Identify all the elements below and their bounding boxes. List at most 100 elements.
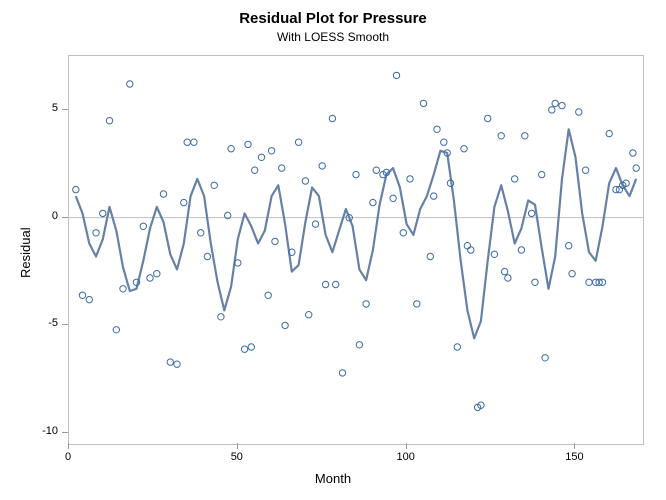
scatter-point xyxy=(258,154,264,160)
scatter-point xyxy=(295,139,301,145)
scatter-point xyxy=(272,238,278,244)
scatter-point xyxy=(427,253,433,259)
scatter-point xyxy=(491,251,497,257)
y-tick-label: 5 xyxy=(28,102,58,114)
scatter-point xyxy=(147,275,153,281)
scatter-point xyxy=(518,247,524,253)
scatter-point xyxy=(120,286,126,292)
x-tick-mark xyxy=(237,443,238,449)
scatter-point xyxy=(498,133,504,139)
x-tick-label: 0 xyxy=(53,451,83,463)
plot-svg xyxy=(69,56,643,444)
scatter-point xyxy=(539,171,545,177)
chart-subtitle: With LOESS Smooth xyxy=(0,30,666,44)
scatter-point xyxy=(184,139,190,145)
scatter-point xyxy=(353,171,359,177)
y-tick-label: 0 xyxy=(28,210,58,222)
scatter-point xyxy=(390,195,396,201)
scatter-point xyxy=(211,182,217,188)
scatter-point xyxy=(407,176,413,182)
scatter-point xyxy=(248,344,254,350)
scatter-point xyxy=(86,296,92,302)
scatter-point xyxy=(312,221,318,227)
scatter-point xyxy=(106,118,112,124)
scatter-point xyxy=(431,193,437,199)
scatter-point xyxy=(522,133,528,139)
scatter-point xyxy=(552,100,558,106)
y-tick-mark xyxy=(62,432,68,433)
scatter-point xyxy=(532,279,538,285)
scatter-point xyxy=(252,167,258,173)
plot-area xyxy=(68,55,644,445)
residual-chart: Residual Plot for Pressure With LOESS Sm… xyxy=(0,0,666,500)
scatter-point xyxy=(245,141,251,147)
scatter-point xyxy=(100,210,106,216)
scatter-point xyxy=(528,210,534,216)
scatter-point xyxy=(181,199,187,205)
scatter-point xyxy=(339,370,345,376)
scatter-point xyxy=(73,186,79,192)
x-tick-mark xyxy=(406,443,407,449)
y-tick-mark xyxy=(62,217,68,218)
scatter-point xyxy=(576,109,582,115)
chart-title: Residual Plot for Pressure xyxy=(0,10,666,27)
scatter-point xyxy=(441,139,447,145)
y-tick-mark xyxy=(62,109,68,110)
scatter-point xyxy=(505,275,511,281)
y-tick-label: -10 xyxy=(28,425,58,437)
scatter-point xyxy=(464,243,470,249)
scatter-point xyxy=(228,146,234,152)
loess-smooth-line xyxy=(76,129,636,338)
scatter-point xyxy=(140,223,146,229)
scatter-point xyxy=(218,314,224,320)
scatter-point xyxy=(434,126,440,132)
scatter-point xyxy=(468,247,474,253)
scatter-point xyxy=(501,268,507,274)
scatter-point xyxy=(282,322,288,328)
scatter-point xyxy=(127,81,133,87)
scatter-point xyxy=(559,102,565,108)
scatter-point xyxy=(485,115,491,121)
scatter-point xyxy=(154,271,160,277)
scatter-point xyxy=(586,279,592,285)
scatter-point xyxy=(191,139,197,145)
scatter-point xyxy=(198,230,204,236)
scatter-point xyxy=(265,292,271,298)
scatter-point xyxy=(582,167,588,173)
x-tick-label: 50 xyxy=(222,451,252,463)
scatter-point xyxy=(373,167,379,173)
scatter-point xyxy=(302,178,308,184)
scatter-point xyxy=(454,344,460,350)
x-tick-label: 100 xyxy=(391,451,421,463)
scatter-point xyxy=(566,243,572,249)
scatter-point xyxy=(322,281,328,287)
scatter-point xyxy=(414,301,420,307)
y-tick-mark xyxy=(62,324,68,325)
scatter-point xyxy=(268,148,274,154)
scatter-point xyxy=(241,346,247,352)
scatter-point xyxy=(461,146,467,152)
scatter-point xyxy=(279,165,285,171)
y-tick-label: -5 xyxy=(28,317,58,329)
scatter-point xyxy=(356,342,362,348)
y-axis-label: Residual xyxy=(18,227,33,278)
scatter-point xyxy=(569,271,575,277)
scatter-point xyxy=(306,312,312,318)
scatter-point xyxy=(160,191,166,197)
scatter-point xyxy=(363,301,369,307)
x-tick-mark xyxy=(574,443,575,449)
scatter-point xyxy=(542,355,548,361)
scatter-point xyxy=(113,327,119,333)
scatter-point xyxy=(630,150,636,156)
scatter-point xyxy=(393,72,399,78)
scatter-point xyxy=(512,176,518,182)
scatter-point xyxy=(400,230,406,236)
scatter-point xyxy=(329,115,335,121)
scatter-point xyxy=(79,292,85,298)
scatter-point xyxy=(633,165,639,171)
x-tick-mark xyxy=(68,443,69,449)
scatter-point xyxy=(167,359,173,365)
scatter-point xyxy=(93,230,99,236)
scatter-point xyxy=(549,107,555,113)
scatter-point xyxy=(606,130,612,136)
